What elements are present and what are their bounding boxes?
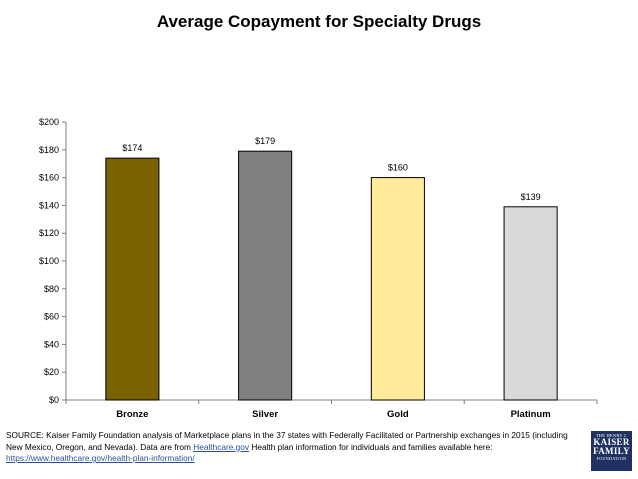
source-note: SOURCE: Kaiser Family Foundation analysi… [6, 430, 584, 465]
bar-bronze [105, 157, 160, 401]
y-tick-label: $200 [39, 117, 59, 127]
y-tick-label: $40 [44, 339, 59, 349]
y-tick-label: $0 [49, 395, 59, 405]
data-labels: $174 $179 $160 $139 [122, 136, 540, 202]
bar-gold [370, 177, 425, 401]
x-tick-label-bronze: Bronze [116, 409, 148, 420]
logo-line-3: FAMILY [593, 446, 630, 456]
source-middle: Health plan information for individuals … [249, 441, 493, 452]
y-tick-label: $140 [39, 200, 59, 210]
logo-line-4: FOUNDATION [596, 456, 627, 461]
x-axis: Bronze Silver Gold Platinum [65, 399, 598, 420]
data-label-bronze: $174 [122, 143, 142, 153]
chart-title: Average Copayment for Specialty Drugs [156, 12, 482, 31]
y-tick-label: $160 [39, 173, 59, 183]
data-label-silver: $179 [255, 136, 275, 146]
kff-logo: THE HENRY J. KAISER FAMILY FOUNDATION [591, 431, 632, 471]
bar-platinum [503, 206, 558, 401]
logo-line-1: THE HENRY J. [595, 433, 628, 438]
bar-chart: $0 $20 $40 $60 $80 $100 $120 $140 $160 $180 $200 B… [39, 117, 598, 420]
y-axis: $0 $20 $40 $60 $80 $100 $120 $140 $160 $180 $200 [39, 117, 67, 405]
data-label-platinum: $139 [521, 192, 541, 202]
y-tick-label: $60 [44, 312, 59, 322]
source-prefix: SOURCE: Kaiser Family Foundation analysi… [6, 430, 568, 452]
bars [105, 150, 558, 401]
y-tick-label: $180 [39, 145, 59, 155]
y-tick-label: $120 [39, 228, 59, 238]
bar-silver [238, 150, 293, 401]
y-tick-label: $100 [39, 256, 59, 266]
healthcare-gov-link[interactable]: Healthcare.gov [193, 441, 250, 452]
data-label-gold: $160 [388, 163, 408, 173]
health-plan-info-link[interactable]: https://www.healthcare.gov/health-plan-i… [6, 453, 195, 463]
logo-line-2: KAISER [593, 437, 630, 447]
x-tick-label-gold: Gold [387, 409, 409, 420]
x-tick-label-silver: Silver [252, 409, 278, 420]
x-tick-label-platinum: Platinum [511, 409, 551, 420]
y-tick-label: $80 [44, 284, 59, 294]
y-tick-label: $20 [44, 367, 59, 377]
